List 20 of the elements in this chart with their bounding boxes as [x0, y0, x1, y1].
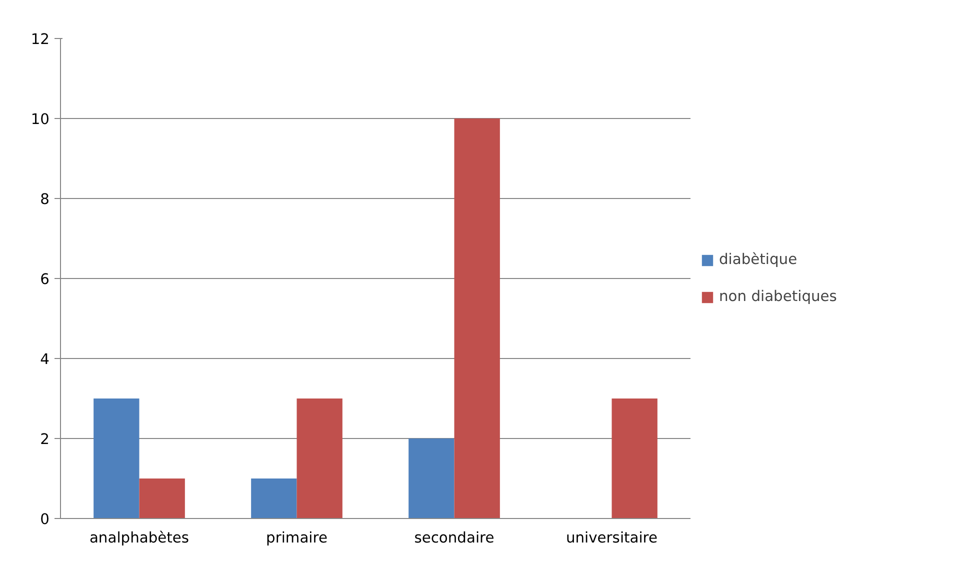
y-tick-label: 6 — [40, 271, 50, 288]
legend-label: diabètique — [719, 251, 798, 268]
bar — [94, 398, 140, 518]
y-tick-label: 10 — [30, 111, 50, 128]
legend-label: non diabetiques — [719, 288, 837, 305]
bar — [296, 398, 342, 518]
x-tick-label: analphabètes — [89, 530, 190, 546]
bar — [408, 438, 454, 518]
x-tick-label: universitaire — [566, 530, 658, 546]
x-tick-label: secondaire — [414, 530, 494, 546]
x-tick-label: primaire — [266, 530, 328, 546]
bar — [251, 478, 297, 518]
y-tick-label: 2 — [40, 431, 50, 448]
bar — [454, 118, 500, 518]
y-tick-label: 4 — [40, 351, 50, 368]
y-tick-label: 0 — [40, 511, 50, 528]
bar — [612, 398, 658, 518]
y-tick-label: 8 — [40, 191, 50, 208]
y-tick-label: 12 — [30, 31, 50, 48]
bar — [139, 478, 185, 518]
